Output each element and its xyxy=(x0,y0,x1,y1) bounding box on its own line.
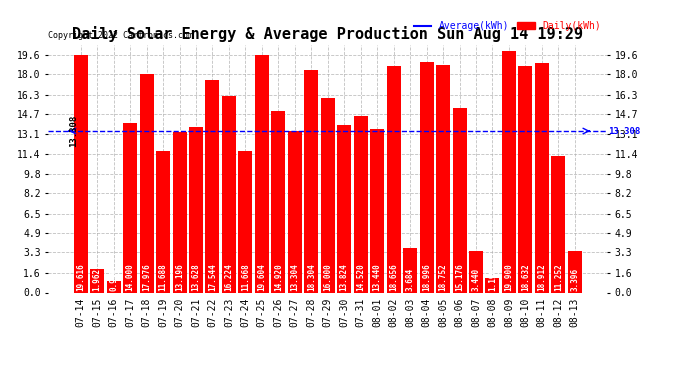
Text: 16.224: 16.224 xyxy=(224,263,233,291)
Text: 3.396: 3.396 xyxy=(571,267,580,291)
Text: 18.752: 18.752 xyxy=(439,263,448,291)
Bar xyxy=(370,129,384,292)
Bar xyxy=(107,281,121,292)
Text: 0.936: 0.936 xyxy=(109,267,118,291)
Text: 13.628: 13.628 xyxy=(192,263,201,291)
Bar xyxy=(386,66,401,292)
Text: 1.962: 1.962 xyxy=(92,267,101,291)
Text: 14.000: 14.000 xyxy=(126,263,135,291)
Bar xyxy=(90,269,104,292)
Text: 18.996: 18.996 xyxy=(422,263,431,291)
Bar xyxy=(518,66,533,292)
Bar xyxy=(420,62,433,292)
Text: 3.684: 3.684 xyxy=(406,267,415,291)
Text: 18.304: 18.304 xyxy=(307,263,316,291)
Bar xyxy=(255,55,269,292)
Text: 15.176: 15.176 xyxy=(455,263,464,291)
Bar xyxy=(436,65,450,292)
Bar xyxy=(502,51,516,292)
Bar xyxy=(222,96,236,292)
Text: 13.308: 13.308 xyxy=(609,126,640,135)
Bar xyxy=(139,74,154,292)
Text: 13.308: 13.308 xyxy=(69,115,78,147)
Text: 18.656: 18.656 xyxy=(389,263,398,291)
Bar xyxy=(453,108,466,292)
Bar xyxy=(403,248,417,292)
Bar xyxy=(239,151,253,292)
Text: 14.920: 14.920 xyxy=(274,263,283,291)
Bar xyxy=(156,151,170,292)
Legend: Average(kWh), Daily(kWh): Average(kWh), Daily(kWh) xyxy=(413,20,602,32)
Bar xyxy=(304,70,318,292)
Bar xyxy=(172,132,186,292)
Bar xyxy=(206,80,219,292)
Text: 11.668: 11.668 xyxy=(241,263,250,291)
Text: 18.632: 18.632 xyxy=(521,263,530,291)
Text: 19.616: 19.616 xyxy=(76,263,85,291)
Text: 13.824: 13.824 xyxy=(339,263,348,291)
Bar xyxy=(354,116,368,292)
Bar xyxy=(469,251,483,292)
Text: 19.604: 19.604 xyxy=(257,263,266,291)
Text: 11.688: 11.688 xyxy=(159,263,168,291)
Bar xyxy=(189,127,203,292)
Text: 14.520: 14.520 xyxy=(356,263,365,291)
Bar xyxy=(288,131,302,292)
Text: 3.440: 3.440 xyxy=(471,267,480,291)
Bar xyxy=(271,111,286,292)
Bar xyxy=(486,278,500,292)
Bar xyxy=(535,63,549,292)
Text: 13.440: 13.440 xyxy=(373,263,382,291)
Text: 19.900: 19.900 xyxy=(504,263,513,291)
Text: 11.252: 11.252 xyxy=(554,263,563,291)
Title: Daily Solar Energy & Average Production Sun Aug 14 19:29: Daily Solar Energy & Average Production … xyxy=(72,27,583,42)
Text: Copyright 2022 Cartronics.com: Copyright 2022 Cartronics.com xyxy=(48,31,193,40)
Bar xyxy=(74,54,88,292)
Bar xyxy=(568,251,582,292)
Text: 13.304: 13.304 xyxy=(290,263,299,291)
Bar xyxy=(321,98,335,292)
Bar xyxy=(337,125,351,292)
Text: 18.912: 18.912 xyxy=(538,263,546,291)
Text: 17.976: 17.976 xyxy=(142,263,151,291)
Text: 16.000: 16.000 xyxy=(323,263,333,291)
Text: 17.544: 17.544 xyxy=(208,263,217,291)
Bar xyxy=(123,123,137,292)
Text: 13.196: 13.196 xyxy=(175,263,184,291)
Bar xyxy=(551,156,565,292)
Text: 1.196: 1.196 xyxy=(488,267,497,291)
